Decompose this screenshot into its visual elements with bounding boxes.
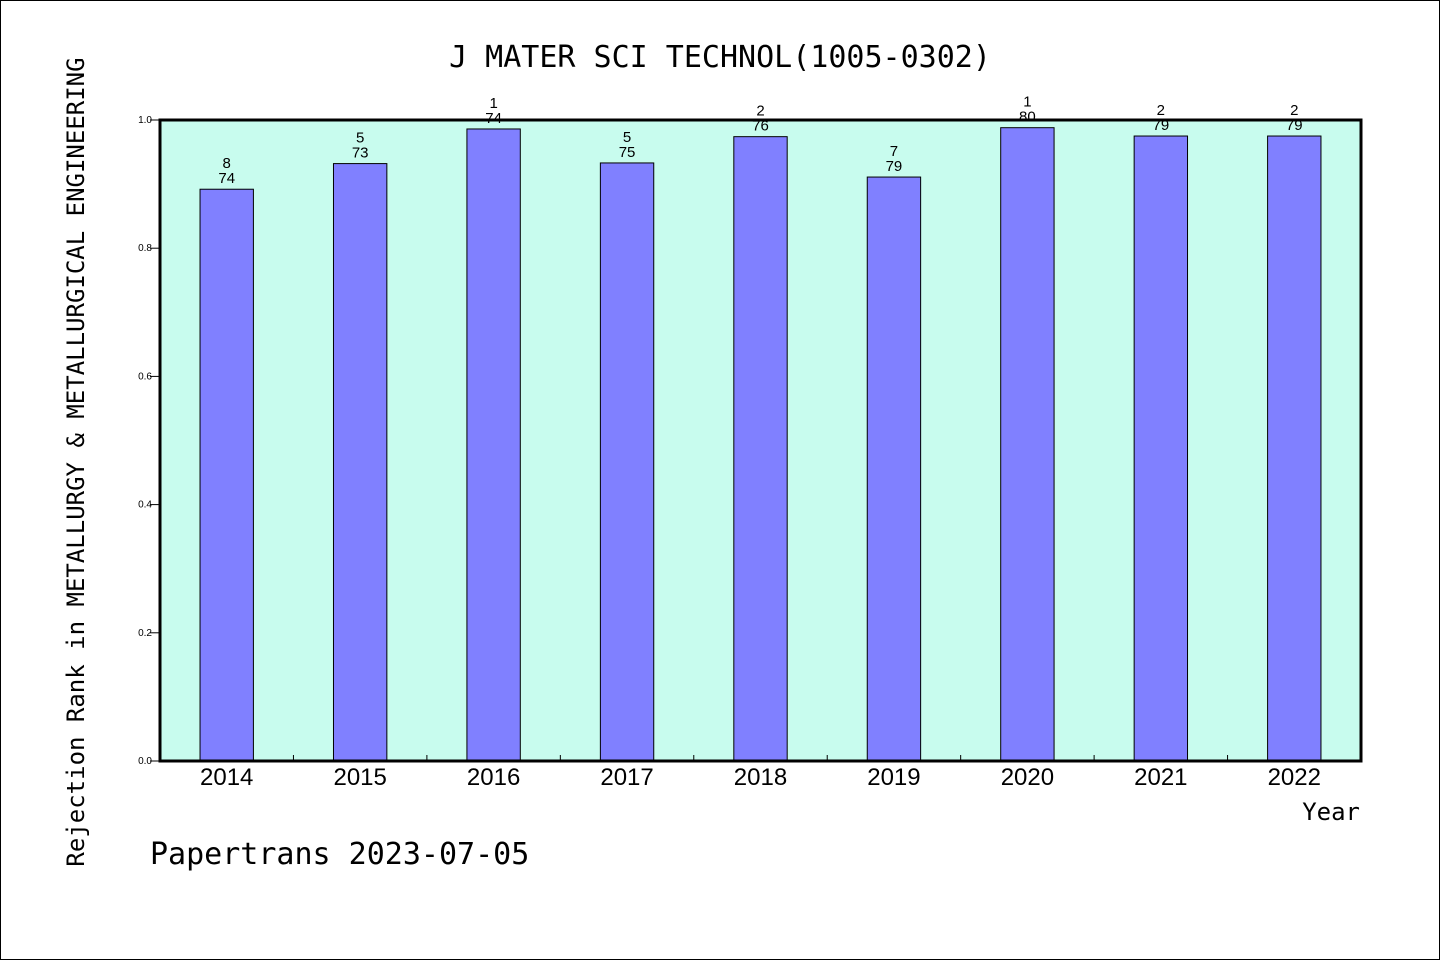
bar-2015 — [332, 163, 388, 762]
y-tick-label-0.6: 0.6 — [138, 371, 152, 382]
bar-rank-label-2015: 5 — [356, 130, 364, 147]
x-axis: 2014 2015 2016 2017 2018 2019 2020 2021 2022 — [200, 755, 1321, 791]
bar-rank-label-2022: 2 — [1290, 102, 1298, 119]
x-tick-label-2018: 2018 — [734, 764, 787, 791]
bar-2020 — [1000, 127, 1055, 762]
y-tick-label-0.0: 0.0 — [138, 756, 152, 767]
bar-total-label-2018: 76 — [752, 118, 769, 135]
bar-rank-label-2019: 7 — [890, 143, 898, 160]
bar-total-label-2017: 75 — [619, 144, 636, 161]
bar-2016 — [466, 128, 521, 762]
y-tick-label-0.8: 0.8 — [138, 243, 152, 254]
x-tick-label-2019: 2019 — [867, 764, 920, 791]
bar-rank-label-2014: 8 — [223, 155, 231, 172]
y-tick-label-1.0: 1.0 — [138, 115, 152, 126]
x-axis-label: Year — [1302, 798, 1360, 826]
x-tick-label-2020: 2020 — [1001, 764, 1054, 791]
bar-rank-label-2017: 5 — [623, 129, 631, 146]
x-tick-label-2021: 2021 — [1134, 764, 1187, 791]
bar-2021 — [1133, 135, 1189, 762]
x-tick-label-2022: 2022 — [1268, 764, 1321, 791]
bars-group — [199, 127, 1322, 762]
bar-total-label-2015: 73 — [352, 145, 369, 162]
chart-title: J MATER SCI TECHNOL(1005-0302) — [449, 40, 991, 75]
x-tick-label-2016: 2016 — [467, 764, 520, 791]
y-axis: 0.0 0.2 0.4 0.6 0.8 1.0 — [138, 115, 160, 767]
bar-total-label-2020: 80 — [1019, 109, 1036, 126]
bar-2017 — [599, 162, 655, 762]
y-tick-label-0.4: 0.4 — [138, 500, 152, 511]
y-axis-label: Rejection Rank in METALLURGY & METALLURG… — [62, 57, 90, 866]
bar-2014 — [199, 188, 254, 762]
bar-2022 — [1267, 135, 1322, 762]
bar-total-label-2019: 79 — [886, 158, 903, 175]
bar-2019 — [866, 176, 922, 762]
footer-date: Papertrans 2023-07-05 — [150, 837, 529, 872]
bar-total-label-2014: 74 — [218, 170, 235, 187]
x-tick-label-2014: 2014 — [200, 764, 253, 791]
bar-rank-label-2016: 1 — [489, 95, 497, 112]
bar-total-label-2016: 74 — [485, 110, 502, 127]
plot-border — [158, 118, 1363, 763]
y-tick-label-0.2: 0.2 — [138, 628, 152, 639]
x-tick-label-2017: 2017 — [600, 764, 653, 791]
bar-2018 — [733, 136, 788, 762]
bar-rank-label-2020: 1 — [1023, 94, 1031, 111]
bar-rank-label-2021: 2 — [1157, 102, 1165, 119]
bar-rank-label-2018: 2 — [756, 103, 764, 120]
x-tick-label-2015: 2015 — [333, 764, 386, 791]
